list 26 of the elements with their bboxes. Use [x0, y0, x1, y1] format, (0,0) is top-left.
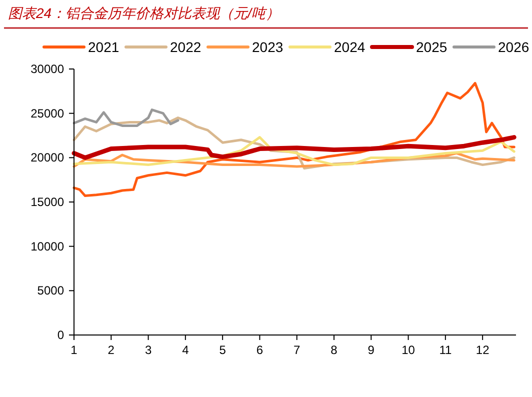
legend-label: 2024	[334, 39, 366, 55]
y-tick-label: 10000	[30, 239, 64, 254]
chart-title: 图表24：铝合金历年价格对比表现（元/吨）	[8, 5, 280, 21]
x-tick-label: 4	[182, 343, 190, 357]
x-tick-label: 9	[368, 343, 375, 357]
x-tick-label: 1	[70, 343, 78, 357]
x-tick-label: 11	[439, 343, 452, 357]
x-tick-label: 12	[476, 343, 490, 357]
y-tick-label: 20000	[30, 150, 64, 165]
x-tick-label: 6	[256, 343, 264, 357]
y-tick-label: 15000	[30, 195, 64, 209]
legend-label: 2025	[416, 39, 448, 55]
legend-label: 2022	[170, 39, 202, 55]
legend-label: 2026	[498, 39, 530, 55]
x-tick-label: 2	[108, 343, 115, 357]
y-tick-label: 0	[57, 328, 64, 342]
y-tick-label: 30000	[30, 62, 64, 76]
x-tick-label: 10	[402, 343, 416, 357]
y-tick-label: 5000	[37, 284, 64, 298]
legend-label: 2021	[88, 39, 120, 55]
legend-label: 2023	[252, 39, 284, 55]
x-tick-label: 8	[330, 343, 338, 357]
x-tick-label: 5	[219, 343, 226, 357]
x-tick-label: 3	[144, 343, 152, 357]
x-tick-label: 7	[294, 343, 301, 357]
y-tick-label: 25000	[30, 106, 64, 120]
